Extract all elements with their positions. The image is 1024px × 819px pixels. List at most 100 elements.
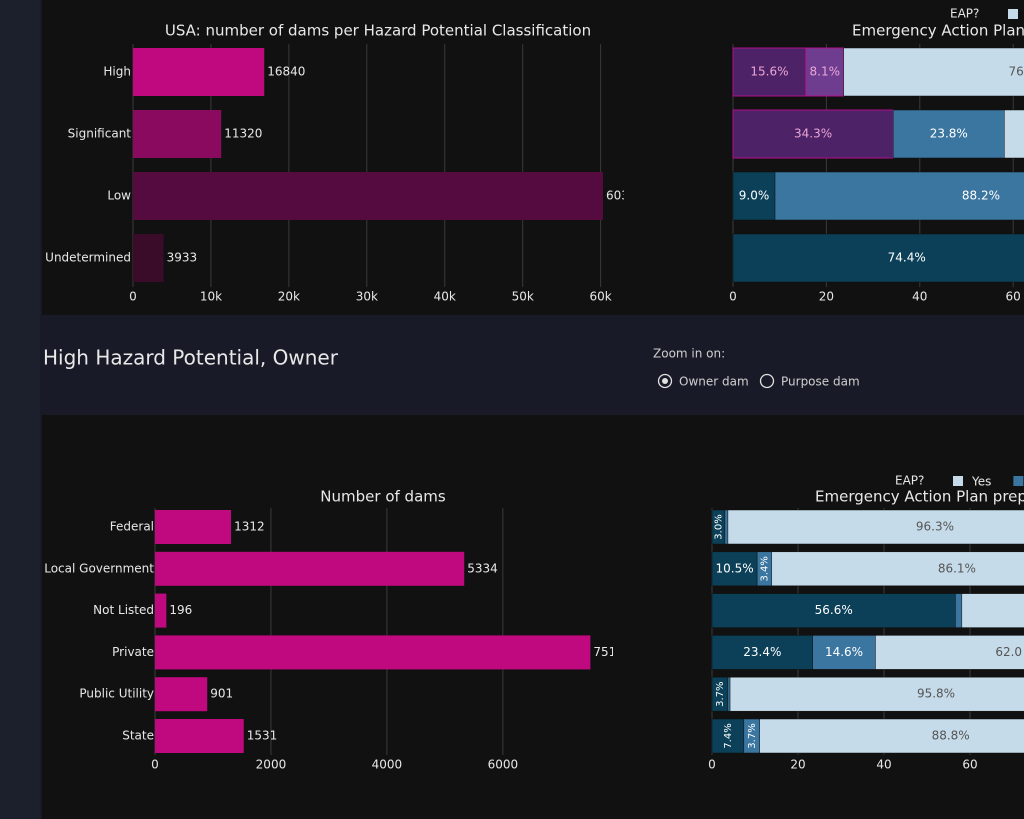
value-label: 1312 [234,520,265,534]
bar [155,593,167,628]
value-label: 60300 [606,189,644,203]
segment-label: 34.3% [794,127,832,141]
y-tick-label: High [103,65,131,79]
bar-segment [724,509,729,545]
radio-option[interactable]: Purpose dam [759,373,860,389]
x-tick-label: 60k [590,290,612,304]
bar-segment [892,109,1005,159]
bar [133,234,164,282]
chart-title: Emergency Action Plan prep [815,488,1024,506]
radio-group: Owner dam Purpose dam [657,373,860,389]
x-tick-label: 20 [790,758,805,772]
bar-segment [774,171,1024,221]
x-tick-label: 0 [708,758,716,772]
chart: Emergency Action Plan 0 20 40 60 15.6% 8.1% 76.… [729,7,1024,304]
radio-label[interactable]: Purpose dam [781,375,860,389]
section-title: High Hazard Potential, Owner [43,346,339,370]
x-tick-label: 20 [819,290,834,304]
bar-segment [727,509,1024,545]
x-tick-label: 6000 [488,758,519,772]
value-label: 16840 [267,65,305,79]
legend-swatch [1008,9,1018,19]
y-tick-label: Not Listed [93,603,154,617]
x-tick-label: 40 [876,758,891,772]
y-tick-label: State [122,729,154,743]
charts: USA: number of dams per Hazard Potential… [44,7,1024,772]
chart-title: Number of dams [320,488,446,506]
x-tick-label: 0 [729,290,737,304]
bar-segment [711,718,745,754]
x-tick-label: 60 [1006,290,1021,304]
x-tick-label: 20k [278,290,300,304]
radio-circle[interactable] [759,373,775,389]
radio-option[interactable]: Owner dam [657,373,749,389]
segment-label: 86.1% [938,561,976,575]
bars: 1312 5334 196 7510 901 1531 [155,510,624,753]
y-tick-label: Local Government [44,561,154,575]
chart: Number of dams 0 2000 4000 6000 1312 5334 196 75… [44,488,624,772]
value-label: 7510 [593,645,624,659]
radio-label[interactable]: Owner dam [679,375,749,389]
x-tick-label: 40 [912,290,927,304]
x-tick-label: 40k [434,290,456,304]
x-tick-label: 10k [200,290,222,304]
y-tick-label: Significant [68,127,132,141]
bar-segment [732,47,807,97]
x-tick-label: 50k [512,290,534,304]
bar [133,172,603,220]
segment-label: 88.8% [932,729,970,743]
radio-circle[interactable] [657,373,673,389]
value-label: 901 [210,687,233,701]
chart: USA: number of dams per Hazard Potential… [45,22,644,304]
chart: Emergency Action Plan prep 0 20 40 60 3.0% 96.… [708,474,1024,772]
bar-segment [732,109,894,159]
value-label: 196 [169,603,192,617]
bar-segment [732,233,1024,283]
value-label: 11320 [224,127,262,141]
segment-label: 7.4% [723,723,734,748]
bar-segment [729,676,1024,712]
x-tick-label: 0 [151,758,159,772]
segment-label: 3.4% [759,556,770,581]
zoom-label: Zoom in on: [653,347,725,361]
legend-swatch [1013,476,1024,486]
bar-segment [1004,109,1024,159]
bar [155,719,244,753]
segment-label: 10.5% [716,561,754,575]
chart-title: USA: number of dams per Hazard Potential… [165,22,591,40]
radio-dot[interactable] [662,378,668,384]
bar [133,48,265,96]
bar-segment [771,551,1024,587]
segment-label: 62.0 [995,645,1022,659]
x-tick-label: 2000 [256,758,287,772]
value-label: 1531 [247,729,278,743]
segment-label: 3.7% [747,723,758,748]
bar-segment [843,47,1024,97]
segment-label: 23.8% [930,127,968,141]
legend-swatch [953,476,963,486]
bar-segment [805,47,845,97]
bar-segment [812,635,876,670]
bar-segment [759,718,1024,754]
bar [155,635,591,670]
bar [133,110,222,158]
bar [155,677,208,712]
segment-label: 3.7% [715,681,726,706]
y-tick-label: Federal [110,520,154,534]
bar-segment [961,593,1024,628]
segment-label: 15.6% [750,65,788,79]
chart-title: Emergency Action Plan [852,22,1024,40]
x-tick-label: 30k [356,290,378,304]
legend-title: EAP? [950,7,979,21]
segment-label: 56.6% [815,603,853,617]
legend-label: Yes [971,475,991,489]
bars: 16840 11320 60300 3933 [133,48,644,282]
value-label: 3933 [167,251,198,265]
segment-label: 3.0% [713,514,724,539]
x-tick-label: 60 [962,758,977,772]
segment-label: 23.4% [743,645,781,659]
bar-segment [875,635,1024,670]
segment-label: 8.1% [810,65,841,79]
y-tick-label: Low [107,189,131,203]
